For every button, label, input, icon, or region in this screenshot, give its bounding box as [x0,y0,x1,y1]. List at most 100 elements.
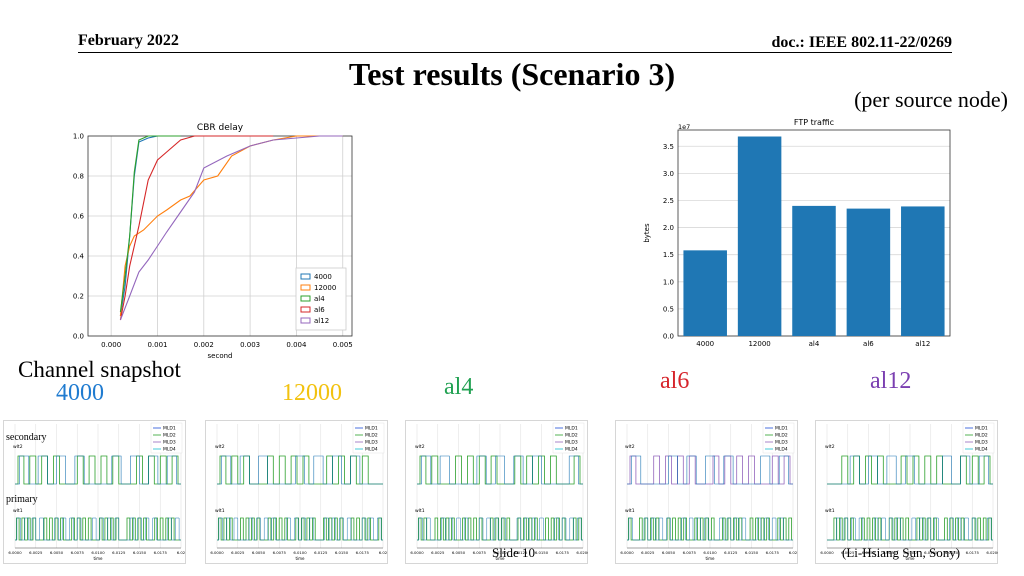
x-tick-label: 0.001 [147,341,167,349]
y-axis-label: bytes [643,223,651,243]
bar-al4 [792,205,836,336]
bar-4000 [683,250,727,336]
secondary-link-trace [627,455,793,485]
slide-subtitle: (per source node) [854,87,1008,112]
time-tick-label: 6.0125 [514,550,528,555]
legend-label: MLD1 [975,426,988,432]
y-tick-label: 0.8 [73,173,84,181]
x-tick-label: 0.004 [286,341,307,349]
cbr-delay-chart: CBR delay 0.000 0.001 0.002 0.003 0.004 0.005 0… [73,123,353,360]
time-tick-label: 6.0100 [91,550,105,555]
time-tick-label: 6.0075 [473,550,487,555]
author-footer: (Li-Hsiang Sun, Sony) [842,545,961,560]
primary-link-label: primary [6,494,38,505]
y-tick-label: 0.0 [663,333,674,341]
legend-swatch [300,317,311,324]
time-tick-label: 6.0000 [410,550,424,555]
time-tick-label: 6.0025 [29,550,43,555]
secondary-link-label: secondary [6,432,47,443]
bar-al6 [846,208,891,336]
time-tick-label: 6.0000 [8,550,22,555]
time-tick-label: 6.0050 [50,550,64,555]
time-tick-label: 6.0000 [820,550,834,555]
legend-label: MLD4 [163,447,176,453]
time-tick-label: 6.0150 [335,550,349,555]
time-tick-label: 6.0125 [314,550,328,555]
lower-axis-label: wlt1 [825,508,835,514]
primary-link-trace [15,517,181,541]
time-tick-label: 6.0100 [703,550,717,555]
secondary-link-trace [217,455,383,485]
upper-axis-label: wlt2 [415,444,425,450]
legend-label: MLD4 [565,447,578,453]
legend-label: 4000 [314,273,332,281]
time-tick-label: 6.0150 [745,550,759,555]
primary-link-trace [827,517,993,541]
time-tick-label: 6.0050 [452,550,466,555]
ftp-traffic-chart: FTP traffic 1e7 0.0 0.5 1.0 1.5 2.0 2.5 3.0 3.5 40… [643,118,951,348]
x-tick-label: al12 [915,340,930,348]
x-tick-label: 0.000 [101,341,121,349]
legend-label: MLD2 [975,433,988,439]
legend-label: MLD2 [775,433,788,439]
lower-axis-label: wlt1 [13,508,23,514]
time-tick-label: 6.02 [789,550,798,555]
series-line-4000 [119,135,181,317]
time-tick-label: 6.0125 [924,550,938,555]
legend-swatch [300,295,311,302]
upper-axis-label: wlt2 [825,444,835,450]
lower-axis-label: wlt1 [625,508,635,514]
time-tick-label: 6.0050 [662,550,676,555]
legend-label: MLD1 [163,426,176,432]
time-tick-label: 6.0100 [493,550,507,555]
chart-title: CBR delay [197,123,244,133]
time-tick-label: 6.0175 [356,550,370,555]
legend-label: MLD1 [775,426,788,432]
time-tick-label: 6.0000 [210,550,224,555]
x-tick-label: al6 [863,340,874,348]
time-tick-label: 6.0175 [556,550,570,555]
time-tick-label: 6.0175 [154,550,168,555]
upper-axis-label: wlt2 [13,444,23,450]
x-axis-label: second [208,352,233,360]
legend-box [295,267,347,331]
x-tick-label: 12000 [748,340,770,348]
upper-axis-label: wlt2 [625,444,635,450]
legend-swatch [300,306,311,313]
secondary-link-trace [15,455,181,485]
label-al6: al6 [660,368,690,394]
y-tick-label: 3.5 [663,143,674,151]
time-tick-label: 6.0025 [641,550,655,555]
chart-title: FTP traffic [794,118,834,127]
time-axis-label: time [495,556,505,561]
legend-swatch [300,273,311,280]
legend-label: MLD2 [163,433,176,439]
label-al12: al12 [870,368,912,394]
time-tick-label: 6.0025 [841,550,855,555]
x-tick-label: 0.002 [194,341,214,349]
series-line-al12 [119,135,343,321]
legend-label: 12000 [314,284,336,292]
legend-label: MLD1 [565,426,578,432]
y-tick-label: 0.2 [73,293,84,301]
time-tick-label: 6.0100 [293,550,307,555]
time-tick-label: 6.0125 [724,550,738,555]
secondary-link-trace [827,455,993,485]
legend-label: MLD3 [565,440,578,446]
time-tick-label: 6.0000 [620,550,634,555]
time-axis-label: time [705,556,715,561]
y-tick-label: 0.6 [73,213,85,221]
primary-link-trace [417,517,583,541]
time-tick-label: 6.02 [379,550,388,555]
time-tick-label: 6.02 [177,550,186,555]
bar-al12 [901,206,945,336]
y-tick-label: 1.5 [663,251,674,259]
label-4000: 4000 [56,380,104,406]
x-tick-label: al4 [809,340,820,348]
label-al4: al4 [444,374,474,400]
time-tick-label: 6.0200 [576,550,588,555]
snapshot-legend [352,422,385,454]
time-axis-label: time [905,556,915,561]
